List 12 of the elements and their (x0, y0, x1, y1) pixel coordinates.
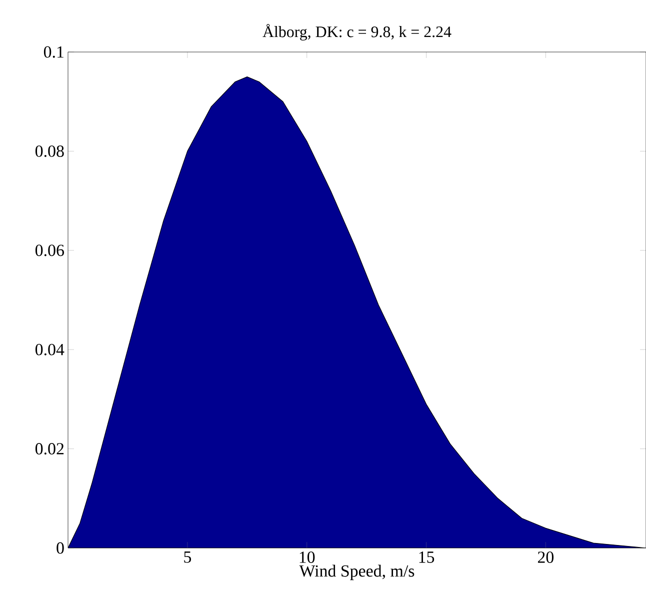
x-tick-label: 15 (419, 552, 434, 563)
chart-title: Ålborg, DK: c = 9.8, k = 2.24 (262, 24, 452, 40)
x-tick-label: 10 (300, 552, 315, 563)
x-tick-label: 5 (184, 552, 191, 563)
x-axis-title: Wind Speed, m/s (299, 564, 414, 580)
y-tick-label: 0.08 (35, 145, 64, 157)
y-tick-label: 0.1 (44, 46, 64, 58)
x-tick-label: 20 (538, 552, 554, 563)
y-tick-label: 0.06 (35, 244, 64, 256)
y-tick-label: 0 (56, 542, 64, 554)
y-tick-label: 0.02 (35, 443, 64, 455)
y-tick-label: 0.04 (35, 344, 64, 356)
